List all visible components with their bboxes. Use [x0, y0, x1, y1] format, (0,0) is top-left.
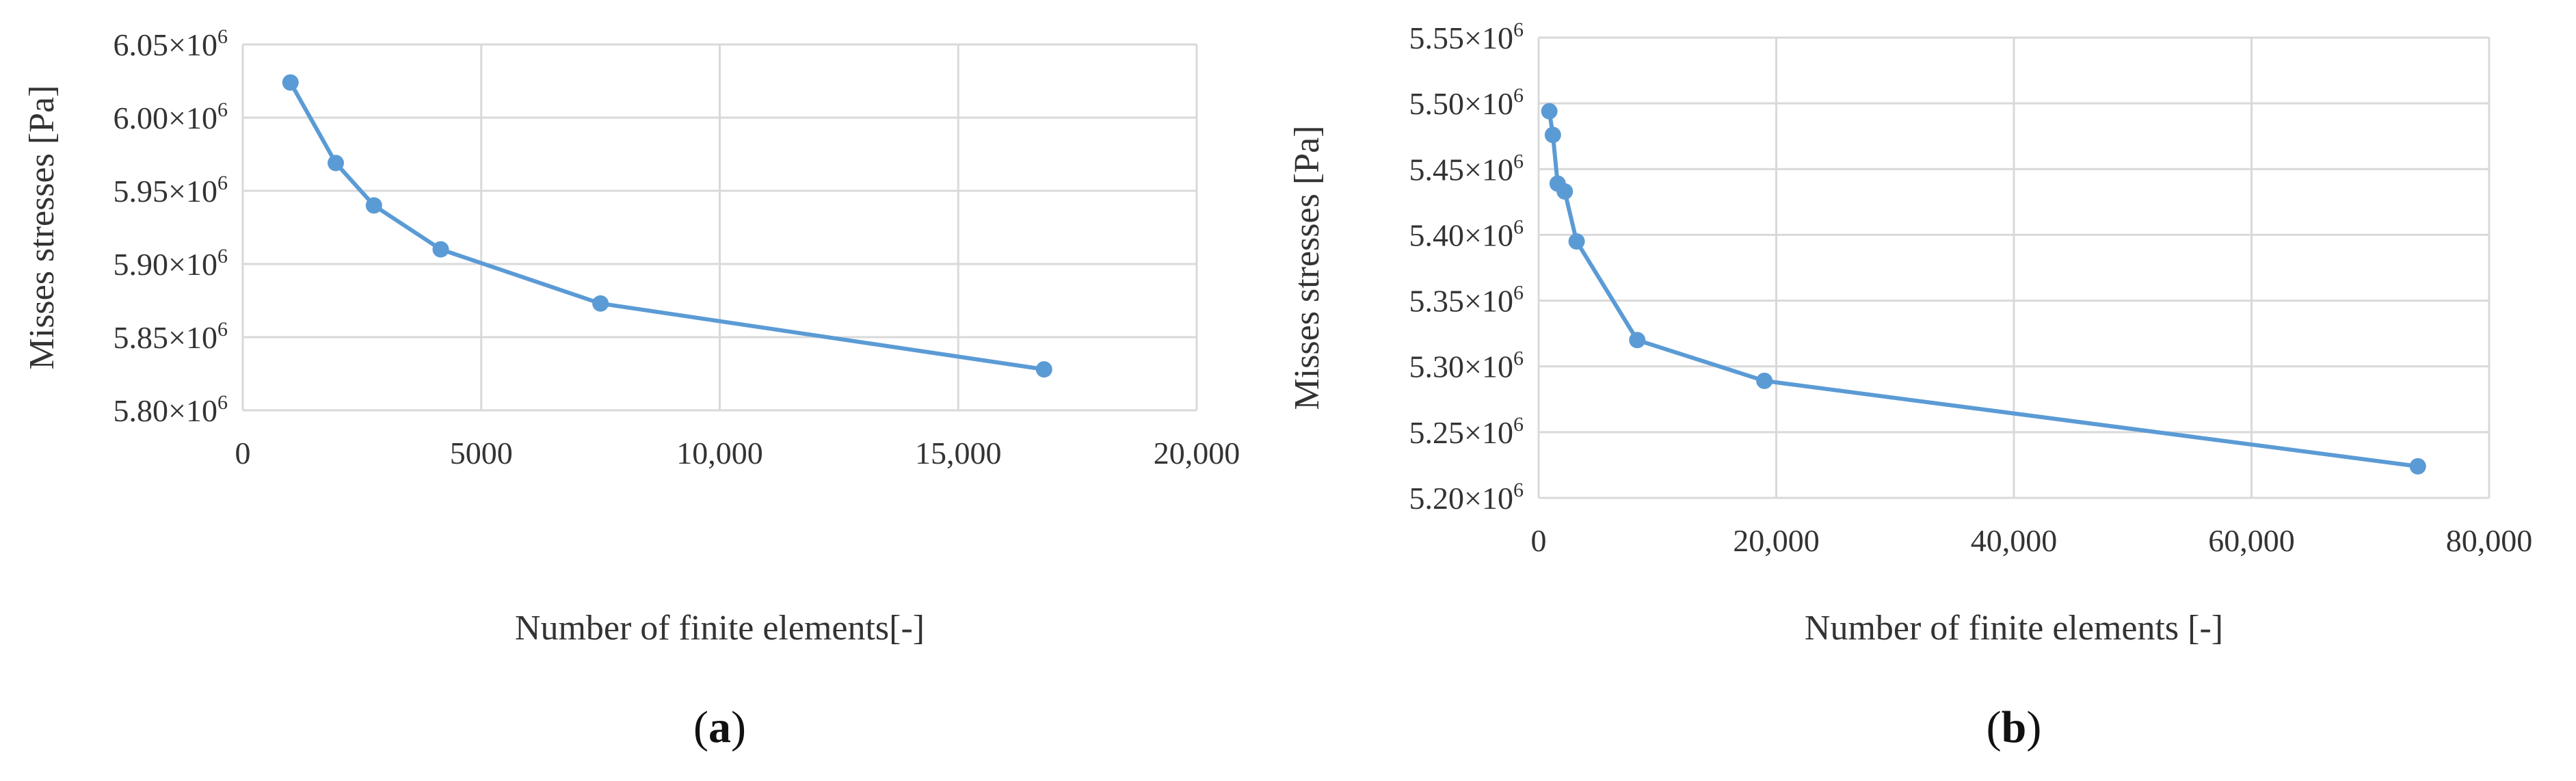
y-tick-exponent: 6: [217, 318, 228, 341]
y-tick-label: 5.35×106: [1409, 282, 1524, 319]
data-point: [282, 74, 299, 91]
data-point: [365, 197, 382, 214]
y-tick-mantissa: 5.85: [114, 320, 169, 355]
x-tick-label: 0: [235, 436, 251, 471]
y-tick-label: 5.45×106: [1409, 150, 1524, 187]
data-point: [1556, 183, 1574, 200]
y-tick-label: 5.85×106: [114, 318, 228, 355]
y-tick-exponent: 6: [1513, 150, 1524, 172]
y-tick-label: 5.30×106: [1409, 347, 1524, 384]
x-tick-label: 20,000: [1733, 523, 1820, 558]
y-tick-exponent: 6: [1513, 347, 1524, 370]
data-point: [1756, 372, 1773, 389]
panel-label-close-paren: ): [2026, 702, 2041, 752]
panel-label-close-paren: ): [731, 702, 746, 752]
data-point: [1629, 332, 1646, 349]
x-tick-label: 60,000: [2208, 523, 2295, 558]
y-tick-mantissa: 5.45: [1409, 152, 1465, 187]
y-tick-mantissa: 6.00: [114, 101, 169, 135]
x-tick-label: 10,000: [676, 436, 763, 471]
y-tick-exponent: 6: [217, 98, 228, 121]
data-point: [592, 295, 609, 312]
chart-panel-b: 5.20×1065.25×1065.30×1065.35×1065.40×106…: [1288, 18, 2532, 752]
y-tick-mantissa: 5.20: [1409, 481, 1465, 516]
y-tick-label: 5.55×106: [1409, 18, 1524, 55]
y-tick-base: ×10: [1464, 349, 1513, 384]
x-tick-label: 40,000: [1971, 523, 2058, 558]
y-tick-base: ×10: [1464, 284, 1513, 319]
x-tick-label: 0: [1531, 523, 1547, 558]
data-point: [1544, 127, 1561, 144]
y-tick-exponent: 6: [1513, 282, 1524, 304]
y-tick-base: ×10: [168, 27, 217, 62]
panel-label-letter: a: [708, 702, 731, 752]
panel-label-open-paren: (: [1987, 702, 2002, 752]
series-line: [1547, 111, 2419, 468]
y-tick-base: ×10: [168, 393, 217, 428]
y-tick-label: 6.00×106: [114, 98, 228, 135]
x-tick-label: 80,000: [2446, 523, 2533, 558]
x-tick-label: 15,000: [915, 436, 1002, 471]
y-tick-label: 5.95×106: [114, 172, 228, 209]
y-tick-mantissa: 5.30: [1409, 349, 1465, 384]
y-tick-mantissa: 5.25: [1409, 415, 1465, 450]
panel-label: (a): [693, 702, 746, 752]
y-tick-exponent: 6: [217, 172, 228, 194]
chart-panel-a: 5.80×1065.85×1065.90×1065.95×1066.00×106…: [23, 25, 1240, 752]
y-axis-title: Misses stresses [Pa]: [1288, 126, 1327, 410]
y-tick-exponent: 6: [1513, 18, 1524, 41]
y-tick-exponent: 6: [217, 245, 228, 267]
data-point: [328, 155, 345, 172]
y-tick-base: ×10: [168, 174, 217, 209]
y-tick-exponent: 6: [1513, 215, 1524, 238]
data-point: [1541, 103, 1558, 120]
y-tick-base: ×10: [168, 320, 217, 355]
y-tick-mantissa: 5.50: [1409, 86, 1465, 121]
y-tick-exponent: 6: [217, 25, 228, 48]
y-tick-label: 5.20×106: [1409, 479, 1524, 516]
x-tick-label: 5000: [450, 436, 513, 471]
y-tick-exponent: 6: [1513, 84, 1524, 107]
y-tick-label: 5.25×106: [1409, 413, 1524, 450]
y-tick-exponent: 6: [1513, 413, 1524, 436]
y-tick-mantissa: 5.40: [1409, 217, 1465, 252]
y-tick-mantissa: 5.55: [1409, 21, 1465, 55]
y-tick-exponent: 6: [1513, 479, 1524, 501]
x-tick-label: 20,000: [1154, 436, 1240, 471]
data-point: [1035, 361, 1052, 378]
y-axis-title: Misses stresses [Pa]: [23, 85, 62, 370]
panel-label-open-paren: (: [693, 702, 708, 752]
y-tick-label: 5.80×106: [114, 391, 228, 428]
x-axis-title: Number of finite elements[-]: [515, 609, 925, 648]
y-tick-mantissa: 6.05: [114, 27, 169, 62]
panel-label: (b): [1987, 702, 2042, 752]
y-tick-base: ×10: [168, 247, 217, 282]
panel-label-letter: b: [2002, 702, 2027, 752]
data-point: [432, 241, 449, 258]
data-point: [2409, 458, 2426, 475]
y-tick-label: 5.50×106: [1409, 84, 1524, 121]
y-tick-base: ×10: [1464, 86, 1513, 121]
y-tick-mantissa: 5.90: [114, 247, 169, 282]
y-tick-label: 5.40×106: [1409, 215, 1524, 252]
y-tick-base: ×10: [1464, 217, 1513, 252]
x-axis-title: Number of finite elements [-]: [1805, 609, 2223, 648]
data-point: [1568, 233, 1585, 250]
y-tick-base: ×10: [1464, 21, 1513, 55]
y-tick-base: ×10: [1464, 415, 1513, 450]
y-tick-label: 6.05×106: [114, 25, 228, 62]
y-tick-exponent: 6: [217, 391, 228, 414]
y-tick-base: ×10: [1464, 481, 1513, 516]
y-tick-label: 5.90×106: [114, 245, 228, 282]
y-tick-mantissa: 5.80: [114, 393, 169, 428]
y-tick-base: ×10: [1464, 152, 1513, 187]
y-tick-base: ×10: [168, 101, 217, 135]
series-line: [289, 81, 1045, 372]
y-tick-mantissa: 5.35: [1409, 284, 1465, 319]
y-tick-mantissa: 5.95: [114, 174, 169, 209]
